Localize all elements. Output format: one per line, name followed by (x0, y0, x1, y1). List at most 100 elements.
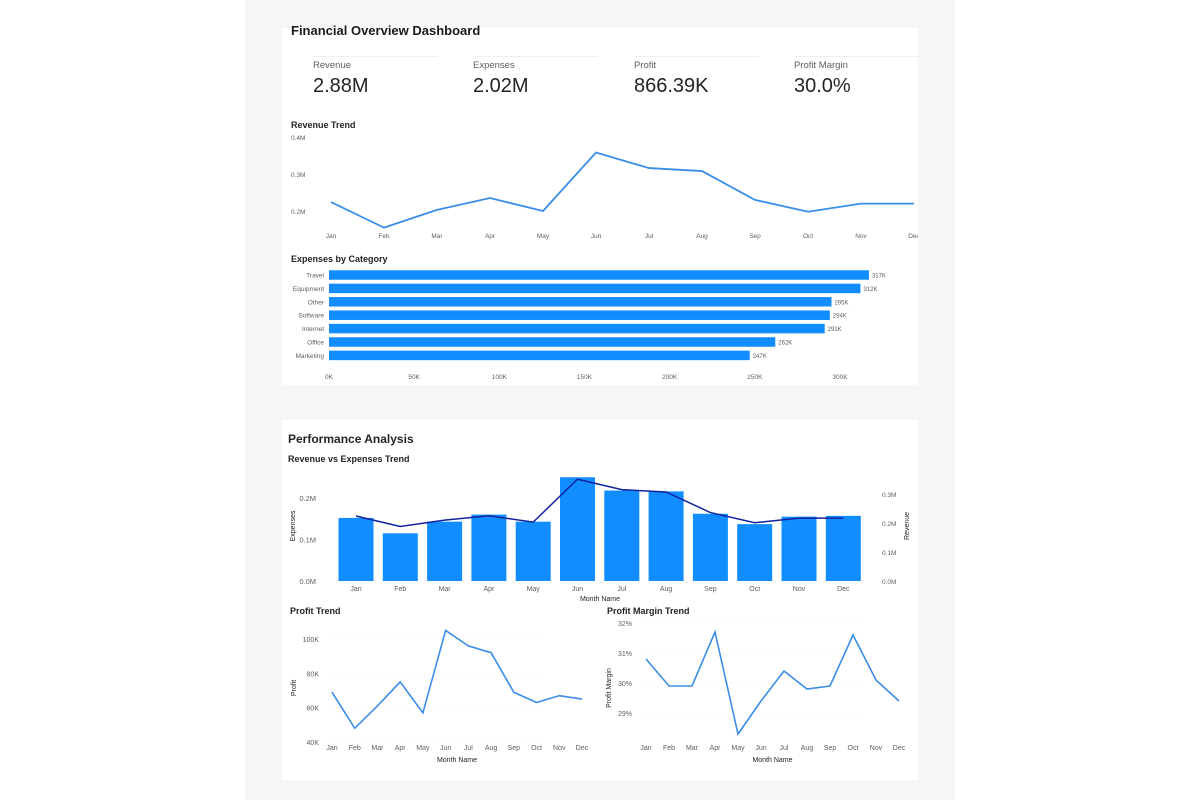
revenue-line (330, 151, 914, 229)
y2-tick-label: 0.3M (882, 492, 896, 499)
x-tick-label: Oct (531, 745, 542, 752)
x-tick-label: Jan (640, 745, 651, 752)
x-tick-label: May (731, 745, 745, 752)
x-tick-label: Dec (908, 233, 918, 240)
x-tick-label: Sep (824, 745, 837, 752)
revenue-vs-expenses-chart[interactable]: 0.0M 0.1M 0.2M 0.0M 0.1M 0.2M 0.3M Expenses Reve… (282, 468, 918, 606)
y-tick-label: 100K (303, 637, 320, 644)
expenses-bar (382, 533, 418, 581)
x-tick-label: Oct (848, 745, 859, 752)
x-axis-title: Month Name (437, 757, 477, 764)
kpi-card-expenses[interactable]: Expenses 2.02M (473, 56, 623, 102)
x-tick-label: Jul (617, 586, 626, 593)
y-tick-label: 0.3M (291, 172, 305, 179)
profit-trend-chart[interactable]: 40K 60K 80K 100K Jan Feb Mar Apr May Jun Jul Aug Sep… (282, 616, 597, 770)
x-tick-label: Mar (686, 745, 699, 752)
x-tick-label: Sep (749, 233, 761, 240)
kpi-divider (794, 56, 919, 57)
x-tick-label: Nov (855, 233, 867, 240)
x-tick-label: Aug (696, 233, 708, 240)
expense-bar (329, 297, 832, 307)
x-tick-label: Jan (326, 233, 337, 240)
expenses-bar (427, 521, 463, 581)
y-tick-label: 0.1M (299, 536, 316, 545)
kpi-card-revenue[interactable]: Revenue 2.88M (313, 56, 463, 102)
x-tick-label: Sep (704, 586, 717, 593)
x-tick-label: Dec (837, 586, 850, 593)
x-tick-label: 250K (747, 374, 763, 381)
x-tick-label: Jun (440, 745, 451, 752)
expenses-bar (781, 516, 817, 581)
x-tick-label: 50K (408, 374, 420, 381)
kpi-value: 30.0% (794, 75, 851, 97)
expenses-bar (604, 490, 640, 581)
x-tick-label: Jul (464, 745, 473, 752)
x-axis-title: Month Name (580, 596, 620, 603)
performance-title: Performance Analysis (288, 432, 414, 446)
kpi-divider (473, 56, 598, 57)
expense-bar (329, 270, 869, 280)
y-tick-label: 60K (307, 706, 320, 713)
category-label: Travel (306, 273, 324, 280)
y2-axis-title: Revenue (904, 512, 911, 540)
y-tick-label: 0.0M (299, 577, 316, 586)
y-tick-label: 31% (618, 651, 632, 658)
kpi-value: 866.39K (634, 75, 709, 97)
revenue-trend-title: Revenue Trend (291, 120, 356, 130)
x-tick-label: Jan (326, 745, 337, 752)
kpi-value: 2.88M (313, 75, 369, 97)
y-tick-label: 32% (618, 621, 632, 628)
x-tick-label: Aug (485, 745, 498, 752)
x-tick-label: Apr (485, 233, 496, 240)
expenses-bar (825, 515, 861, 581)
y-tick-label: 0.4M (291, 135, 305, 142)
kpi-card-profit-margin[interactable]: Profit Margin 30.0% (794, 56, 944, 102)
revenue-vs-expenses-title: Revenue vs Expenses Trend (288, 454, 410, 464)
dashboard-canvas: Financial Overview Dashboard Revenue 2.8… (245, 0, 955, 800)
kpi-label: Profit Margin (794, 60, 848, 71)
kpi-label: Revenue (313, 60, 352, 71)
y-axis-title: Profit (291, 680, 298, 696)
kpi-value: 2.02M (473, 75, 529, 97)
trend-line (331, 629, 583, 730)
x-tick-label: Oct (803, 233, 813, 240)
category-label: Internet (302, 326, 324, 333)
x-tick-label: Apr (483, 586, 495, 593)
x-tick-label: Sep (508, 745, 521, 752)
kpi-label: Expenses (473, 60, 515, 71)
expenses-by-category-chart[interactable]: Travel 317K Equipment 312K Other 295K Software… (282, 268, 918, 385)
kpi-card-profit[interactable]: Profit 866.39K (634, 56, 784, 102)
category-label: Office (307, 340, 324, 347)
data-label: 294K (833, 314, 847, 320)
profit-margin-trend-title: Profit Margin Trend (607, 606, 690, 616)
x-tick-label: Feb (349, 745, 361, 752)
x-tick-label: Mar (439, 586, 452, 593)
x-tick-label: Dec (893, 745, 906, 752)
expense-bar (329, 350, 750, 361)
x-tick-label: Feb (394, 586, 406, 593)
x-tick-label: Feb (663, 745, 675, 752)
y-tick-label: 40K (307, 740, 320, 747)
x-tick-label: Oct (749, 586, 760, 593)
x-tick-label: Jan (350, 586, 361, 593)
profit-margin-trend-chart[interactable]: 29% 30% 31% 32% Jan Feb Mar Apr May Jun Jul Aug Sep O… (600, 616, 916, 770)
expense-bar (329, 323, 825, 334)
x-tick-label: May (537, 233, 550, 240)
category-label: Other (308, 299, 325, 306)
x-tick-label: Mar (431, 233, 443, 240)
expense-bar (329, 337, 776, 347)
revenue-trend-chart[interactable]: 0.2M 0.3M 0.4M Jan Feb Mar Apr May Jun Jul Aug Sep O… (282, 128, 918, 243)
expenses-bar (560, 477, 595, 581)
x-tick-label: Apr (395, 745, 407, 752)
kpi-divider (634, 56, 759, 57)
category-label: Marketing (295, 353, 324, 360)
expense-bar (329, 283, 861, 294)
x-tick-label: Nov (793, 586, 806, 593)
y-axis-title: Profit Margin (606, 668, 613, 708)
x-tick-label: 100K (492, 374, 508, 381)
expense-bar (329, 310, 830, 320)
data-label: 291K (828, 327, 842, 333)
y-tick-label: 30% (618, 681, 632, 688)
expenses-bar (471, 514, 507, 581)
x-tick-label: Aug (801, 745, 814, 752)
